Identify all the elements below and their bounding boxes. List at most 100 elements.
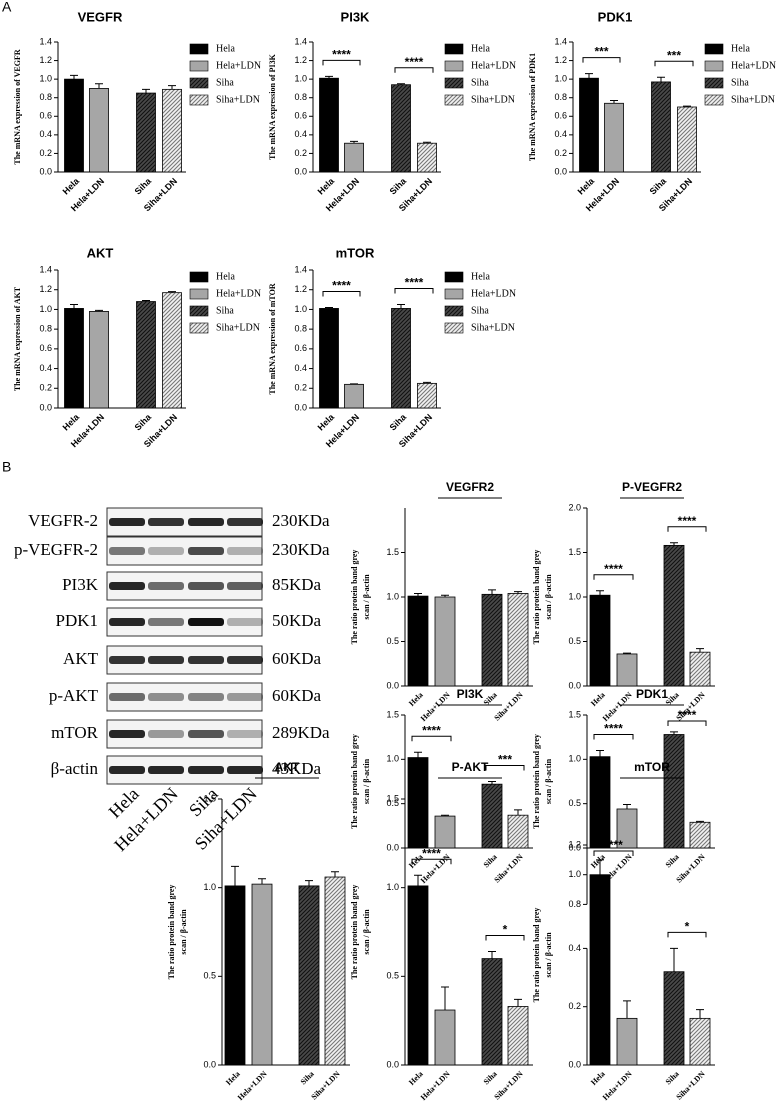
blot-band (227, 582, 263, 590)
y-tick-label: 0.2 (554, 148, 567, 158)
x-tick-label: Siha+LDN (674, 1069, 706, 1101)
y-tick-label: 0.0 (203, 1059, 216, 1069)
chart-title: P-AKT (452, 760, 489, 774)
blot-band (109, 547, 145, 555)
y-tick-label: 0.2 (294, 383, 307, 393)
x-tick-label: Hela (316, 411, 337, 432)
significance-label: **** (422, 723, 441, 737)
legend-label: Hela (731, 43, 750, 54)
error-bar (488, 951, 496, 959)
significance-bracket (411, 858, 452, 865)
blot-band (227, 656, 263, 664)
y-axis-label: The ratio protein band grey (350, 734, 359, 829)
legend-swatch (444, 43, 464, 55)
error-bar (305, 880, 313, 886)
blot-band (188, 518, 224, 526)
protein-label: p-VEGFR-2 (14, 540, 98, 559)
y-tick-label: 0.2 (294, 148, 307, 158)
significance-label: * (503, 923, 508, 937)
blot-band (109, 730, 145, 738)
protein-label: β-actin (51, 759, 99, 778)
y-axis-label: The mRNA expression of VEGFR (13, 49, 22, 164)
bar (344, 142, 364, 173)
y-axis-label: scan / β-actin (362, 574, 371, 620)
legend-label: Siha+LDN (471, 94, 515, 105)
bar (481, 783, 503, 849)
x-tick-label: Hela (589, 852, 607, 870)
protein-label: PI3K (62, 575, 99, 594)
chart-title: AKT (87, 245, 114, 260)
y-tick-label: 0.6 (39, 111, 52, 121)
legend-swatch (189, 60, 209, 72)
significance-label: **** (332, 279, 351, 293)
error-bar (670, 947, 678, 972)
y-tick-label: 0.4 (39, 363, 52, 373)
y-tick-label: 0.0 (386, 1059, 399, 1069)
bar (251, 883, 273, 1066)
bar (434, 815, 456, 849)
bar (391, 84, 411, 173)
bar (344, 383, 364, 409)
error-bar (168, 291, 176, 293)
x-tick-label: Siha (482, 852, 499, 869)
error-bar (610, 100, 618, 104)
x-tick-label: Hela (407, 690, 425, 708)
chart-title: mTOR (336, 245, 375, 260)
y-tick-label: 0.0 (294, 402, 307, 412)
error-bar (596, 590, 604, 596)
y-tick-label: 0.4 (568, 943, 581, 953)
y-tick-label: 1.0 (568, 754, 581, 764)
y-tick-label: 0.5 (386, 798, 399, 808)
bar (663, 971, 685, 1066)
blot-band (227, 547, 263, 555)
y-tick-label: 1.2 (294, 55, 307, 65)
error-bar (623, 804, 631, 809)
y-tick-label: 1.5 (386, 793, 399, 803)
legend-label: Siha (216, 77, 234, 88)
blot-band (109, 518, 145, 526)
bar (391, 308, 411, 409)
significance-label: **** (678, 708, 697, 722)
error-bar (514, 998, 522, 1007)
significance-bracket (593, 850, 634, 856)
error-bar (95, 309, 103, 312)
legend-label: Hela+LDN (216, 288, 261, 299)
bar (407, 885, 429, 1066)
bar (417, 142, 437, 173)
blot-band (148, 730, 184, 738)
y-tick-label: 0.6 (294, 343, 307, 353)
error-bar (596, 749, 604, 757)
bar (407, 757, 429, 849)
y-tick-label: 1.0 (39, 74, 52, 84)
error-bar (696, 820, 704, 823)
bar (589, 756, 611, 849)
chart-title: VEGFR (78, 9, 123, 24)
blot-band (188, 766, 224, 774)
y-axis-label: The ratio protein band grey (350, 885, 359, 980)
legend-swatch (704, 77, 724, 89)
x-tick-label: Hela (61, 411, 82, 432)
blot-band (109, 656, 145, 664)
legend-swatch (189, 77, 209, 89)
chart-title: PI3K (341, 9, 371, 24)
size-label: 60KDa (272, 649, 322, 668)
y-tick-label: 0.6 (554, 111, 567, 121)
y-axis-label: scan / β-actin (179, 909, 188, 955)
y-tick-label: 0.2 (39, 148, 52, 158)
y-tick-label: 1.0 (568, 869, 581, 879)
blot-band (109, 618, 145, 626)
x-tick-label: Hela (316, 175, 337, 196)
legend-label: Hela (471, 271, 490, 282)
y-tick-label: 1.0 (39, 304, 52, 314)
error-bar (168, 85, 176, 90)
significance-label: **** (332, 48, 351, 62)
y-axis-label: scan / β-actin (362, 909, 371, 955)
y-tick-label: 1.0 (386, 754, 399, 764)
error-bar (488, 781, 496, 785)
blot-band (227, 766, 263, 774)
x-tick-label: Hela+LDN (601, 690, 634, 723)
error-bar (325, 306, 333, 309)
legend-label: Siha (216, 305, 234, 316)
significance-bracket (394, 288, 434, 294)
error-bar (350, 140, 358, 144)
